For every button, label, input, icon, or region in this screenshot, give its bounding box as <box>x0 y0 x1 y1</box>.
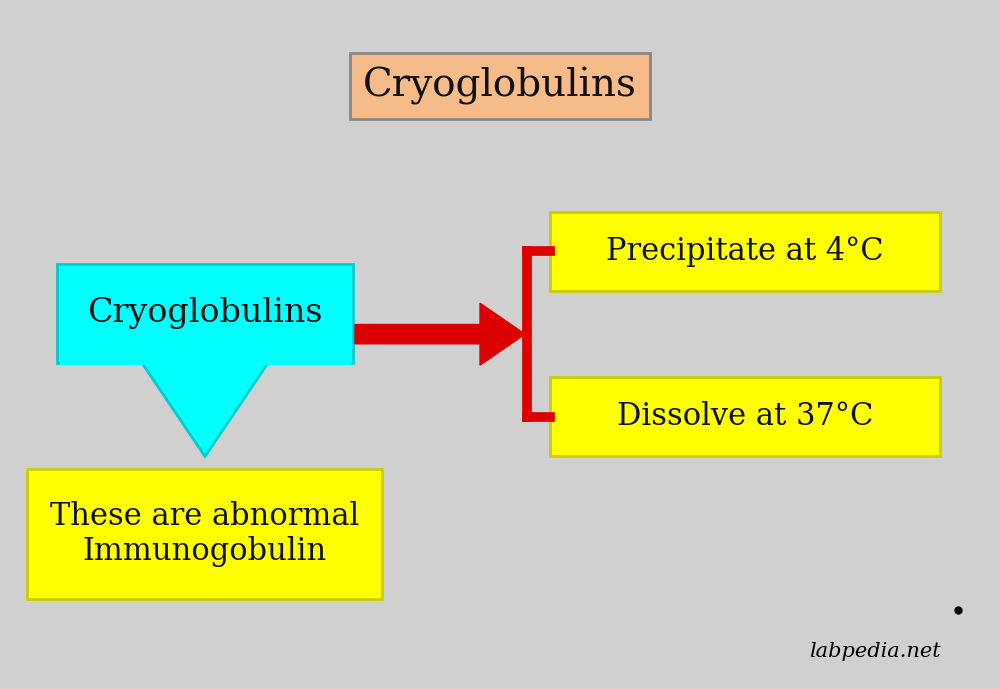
FancyBboxPatch shape <box>60 340 351 365</box>
Text: Cryoglobulins: Cryoglobulins <box>87 298 323 329</box>
FancyBboxPatch shape <box>550 378 940 457</box>
Text: Dissolve at 37°C: Dissolve at 37°C <box>617 402 873 432</box>
Polygon shape <box>140 360 270 457</box>
FancyBboxPatch shape <box>27 469 382 599</box>
Text: Cryoglobulins: Cryoglobulins <box>363 67 637 105</box>
FancyBboxPatch shape <box>550 212 940 291</box>
FancyArrow shape <box>355 303 525 365</box>
Text: These are abnormal
Immunogobulin: These are abnormal Immunogobulin <box>50 501 360 567</box>
Text: Precipitate at 4°C: Precipitate at 4°C <box>606 236 884 267</box>
FancyBboxPatch shape <box>350 54 650 119</box>
Text: labpedia.net: labpedia.net <box>809 641 941 661</box>
FancyBboxPatch shape <box>57 264 352 364</box>
